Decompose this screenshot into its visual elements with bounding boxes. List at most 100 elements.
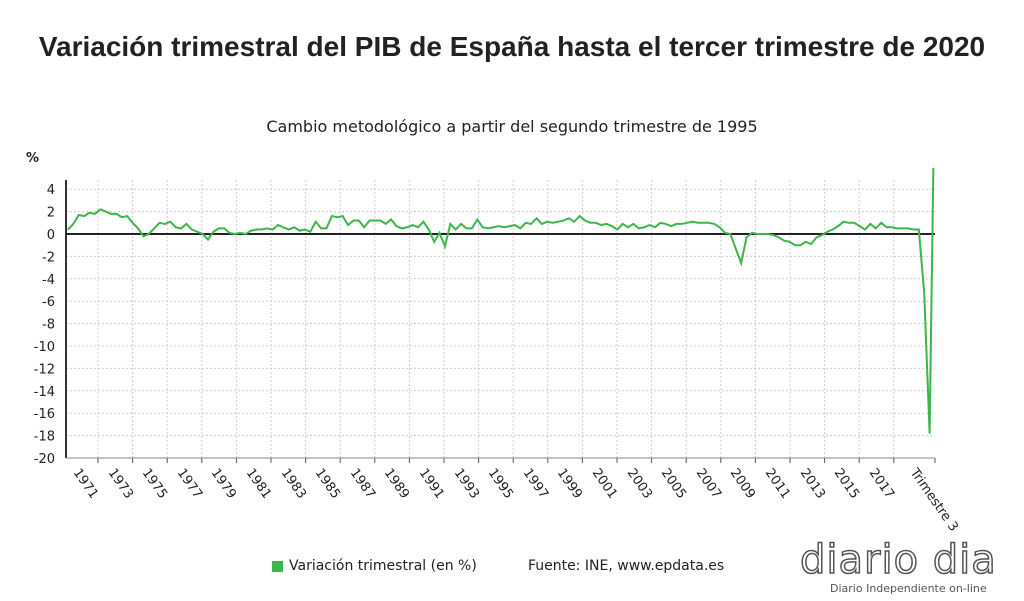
data-point [708,222,710,224]
data-point [293,226,295,228]
data-point [342,215,344,217]
data-point [622,223,624,225]
data-point [482,226,484,228]
data-point [616,228,618,231]
data-point [578,215,581,217]
data-point [783,240,785,242]
data-point [810,243,812,245]
data-point [245,233,247,235]
data-point [180,227,182,229]
data-point [745,236,748,238]
data-point [632,223,635,225]
data-point [541,223,543,225]
y-tick-label: -4 [42,273,55,288]
logo-tagline: Diario Independiente on-line [830,582,987,595]
data-point [352,219,355,222]
data-point [535,217,538,219]
data-point [568,217,570,219]
data-point [83,215,85,217]
data-point [239,232,241,234]
data-point [288,228,290,231]
y-tick-label: -8 [42,318,55,333]
data-point [519,227,521,229]
data-point [842,221,845,223]
data-point [573,221,575,223]
data-point [449,223,451,225]
data-point [681,223,683,225]
y-tick-label: -20 [34,452,55,467]
data-point [724,232,726,234]
data-point [675,223,678,225]
chart-subtitle: Cambio metodológico a partir del segundo… [266,117,758,136]
data-point [627,226,629,228]
data-point [158,222,161,224]
y-tick-label: 2 [47,206,55,221]
legend: Variación trimestral (en %) [272,558,477,574]
data-point [336,216,338,218]
data-point [347,224,349,226]
y-tick-label: -12 [34,362,55,377]
data-point [358,219,360,222]
data-point [148,233,150,235]
data-point [859,225,861,227]
data-point [756,233,758,235]
data-point [589,222,591,224]
data-point [175,226,177,228]
data-point [853,222,855,224]
data-point [250,230,252,232]
data-point [584,219,586,222]
data-point [821,234,823,236]
data-point [363,226,365,228]
data-point [686,222,688,224]
data-point [476,218,478,221]
data-point [692,221,694,223]
data-point [137,227,139,229]
data-point [223,227,225,229]
data-point [508,225,511,227]
data-point [277,224,279,226]
data-point [665,223,667,225]
data-point [751,232,753,234]
data-point [880,222,882,224]
data-point [735,247,737,250]
data-point [428,228,430,231]
data-point [907,227,909,229]
data-point [67,228,69,231]
data-point [934,50,935,51]
data-point [918,228,920,231]
data-point [767,233,769,235]
data-point [132,222,134,224]
data-point [126,215,128,217]
data-point [605,223,608,225]
data-point [212,231,214,233]
data-point [169,221,171,223]
data-point [401,227,403,229]
data-point [896,227,898,229]
data-point [492,226,495,228]
data-point [433,241,435,243]
data-point [923,292,925,294]
data-point [595,222,597,224]
data-point [503,226,505,228]
data-point [778,236,780,238]
data-point [142,235,144,237]
data-point [202,233,204,235]
data-point [455,228,457,231]
data-point [643,226,645,228]
data-point [832,228,834,231]
y-tick-label: -2 [42,250,55,265]
data-point [869,223,871,225]
data-point [525,222,527,224]
data-point [729,233,731,235]
data-point [929,432,931,434]
data-point [848,222,850,224]
data-point [600,224,602,226]
source-text: Fuente: INE, www.epdata.es [528,558,725,574]
data-point [115,213,118,215]
legend-swatch [272,560,283,572]
y-tick-label: -6 [42,295,55,310]
data-point [498,225,500,227]
data-point [105,211,107,213]
data-point [261,228,263,231]
y-tick-label: -14 [34,385,55,400]
